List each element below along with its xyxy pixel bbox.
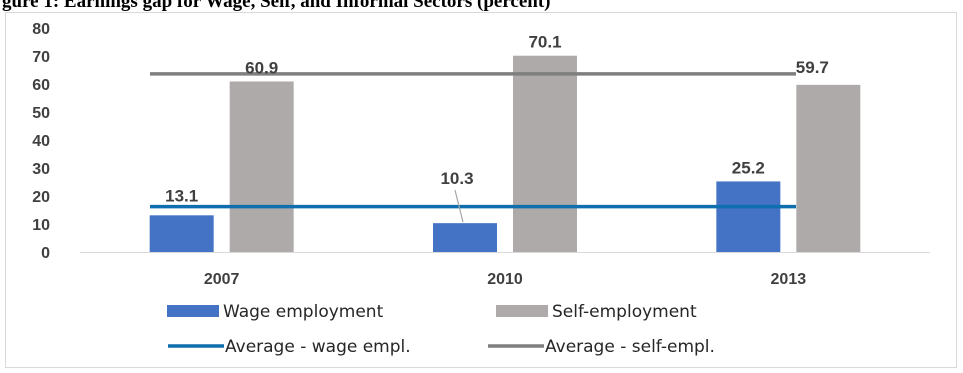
data-label: 59.7	[796, 58, 829, 77]
data-label: 10.3	[440, 169, 473, 188]
chart-frame	[5, 12, 957, 368]
data-label: 70.1	[528, 33, 561, 52]
y-tick-label: 40	[32, 133, 50, 150]
legend-self-employment-swatch	[496, 305, 548, 317]
bar-wage-employment	[433, 223, 497, 252]
legend-average-self-label: Average - self-empl.	[545, 337, 715, 357]
bar-self-employment	[796, 84, 861, 252]
legend-wage-employment-swatch	[167, 305, 219, 317]
bar-wage-employment	[716, 181, 781, 252]
bar-wage-employment	[149, 215, 214, 252]
y-tick-label: 70	[32, 49, 50, 66]
data-label: 60.9	[245, 58, 278, 77]
bar-self-employment	[229, 81, 294, 252]
y-tick-label: 20	[32, 189, 50, 206]
legend-average-wage-label: Average - wage empl.	[225, 337, 411, 357]
y-tick-label: 10	[32, 217, 50, 234]
bar-self-employment	[513, 55, 577, 252]
x-tick-label: 2010	[487, 271, 523, 288]
y-tick-label: 0	[41, 245, 50, 262]
x-tick-label: 2007	[204, 271, 240, 288]
data-label: 25.2	[732, 158, 765, 177]
y-tick-label: 30	[32, 161, 50, 178]
x-tick-label: 2013	[771, 271, 807, 288]
data-label: 13.1	[165, 186, 198, 205]
y-tick-label: 50	[32, 105, 50, 122]
legend-self-employment-label: Self-employment	[552, 302, 697, 322]
data-label-leader	[454, 190, 464, 223]
figure-caption: gure 1: Earnings gap for Wage, Self, and…	[2, 0, 551, 12]
y-tick-label: 60	[32, 77, 50, 94]
legend-wage-employment-label: Wage employment	[223, 302, 384, 322]
y-tick-label: 80	[32, 21, 50, 38]
